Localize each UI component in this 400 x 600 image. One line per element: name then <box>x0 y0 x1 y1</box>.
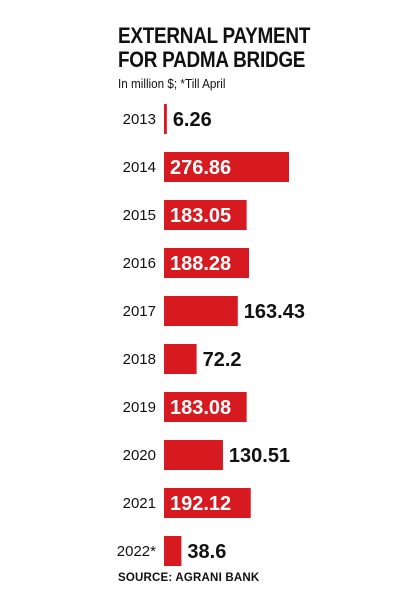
value-label: 130.51 <box>229 445 290 467</box>
year-label: 2021 <box>123 495 156 512</box>
year-label: 2014 <box>123 159 156 176</box>
year-label: 2013 <box>123 111 156 128</box>
source-note: SOURCE: AGRANI BANK <box>118 572 260 584</box>
chart-subtitle: In million $; *Till April <box>118 76 226 91</box>
year-label: 2015 <box>123 207 156 224</box>
bar <box>164 296 238 326</box>
value-label: 183.08 <box>170 397 231 419</box>
year-label: 2018 <box>123 351 156 368</box>
value-label: 72.2 <box>203 349 242 371</box>
bar <box>164 104 167 134</box>
bar <box>164 536 182 566</box>
bar <box>164 248 250 278</box>
year-label: 2020 <box>123 447 156 464</box>
value-label: 192.12 <box>170 493 231 515</box>
year-label: 2016 <box>123 255 156 272</box>
value-label: 163.43 <box>244 301 305 323</box>
value-label: 276.86 <box>170 157 231 179</box>
value-label: 6.26 <box>173 109 212 131</box>
bar <box>164 488 251 518</box>
bar <box>164 152 289 182</box>
bar <box>164 440 223 470</box>
year-label: 2019 <box>123 399 156 416</box>
value-label: 183.05 <box>170 205 231 227</box>
chart-title: EXTERNAL PAYMENT FOR PADMA BRIDGE <box>118 24 310 72</box>
chart-title-line-1: EXTERNAL PAYMENT <box>118 23 311 48</box>
year-label: 2017 <box>123 303 156 320</box>
bar <box>164 392 247 422</box>
year-label: 2022* <box>117 543 156 560</box>
chart-title-line-2: FOR PADMA BRIDGE <box>118 47 306 72</box>
value-label: 188.28 <box>170 253 231 275</box>
value-label: 38.6 <box>187 541 226 563</box>
bar <box>164 200 247 230</box>
bar <box>164 344 197 374</box>
